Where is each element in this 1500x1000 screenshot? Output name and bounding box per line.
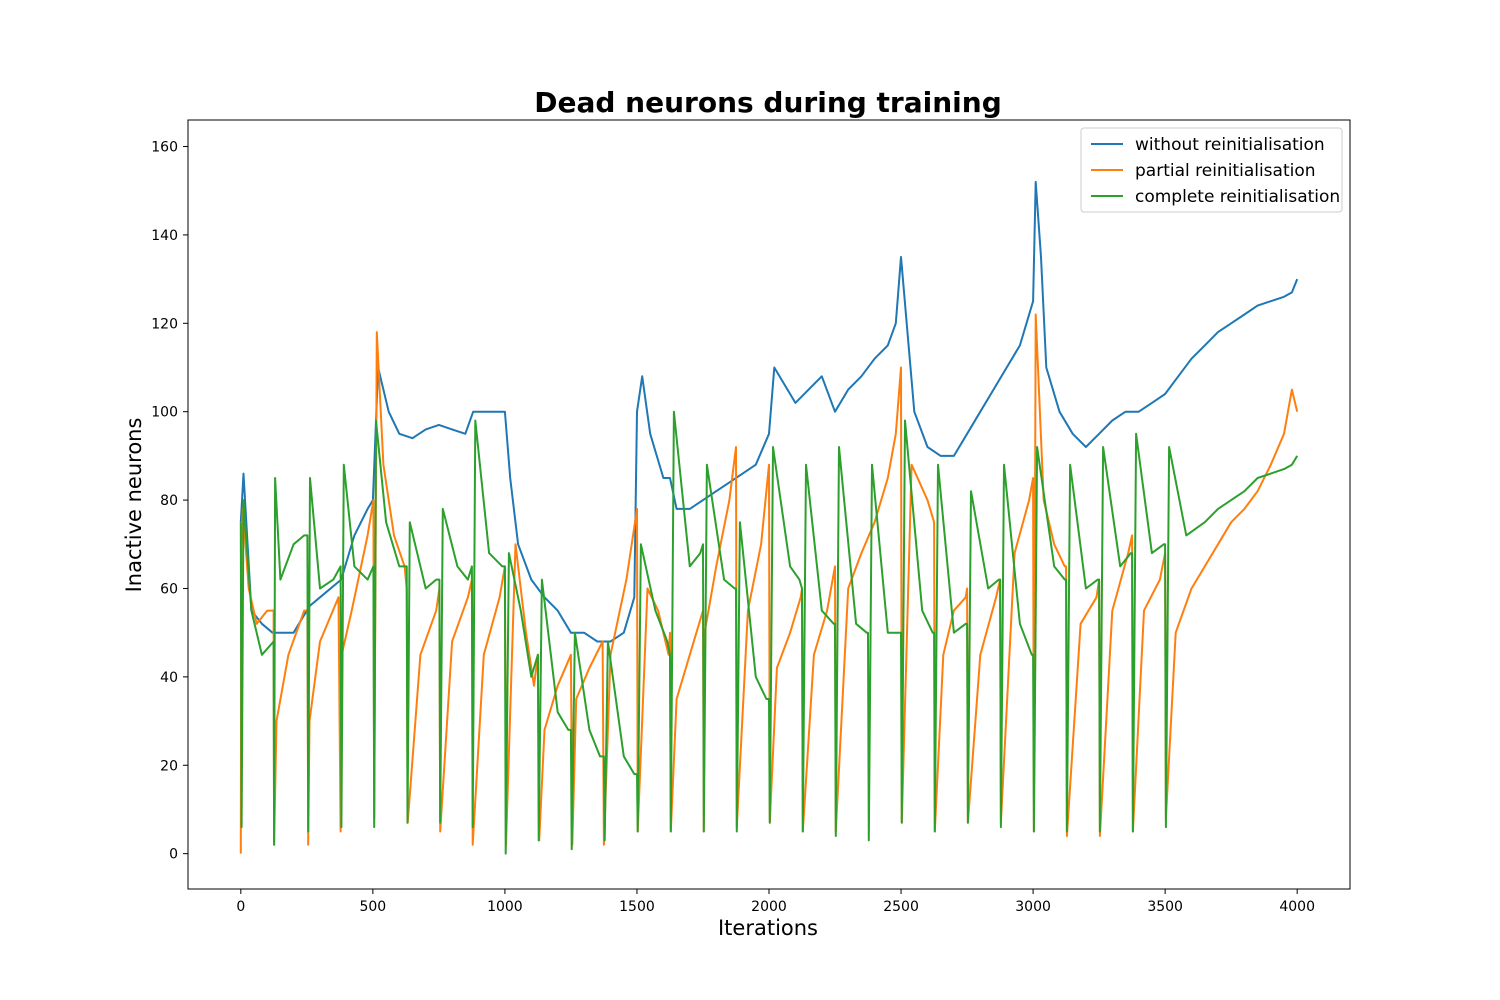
x-tick-label: 3000 (1015, 899, 1051, 915)
x-axis: 0 500 1000 1500 2000 2500 3000 3500 4000 (236, 889, 1315, 915)
y-axis-label: Inactive neurons (122, 418, 146, 593)
x-tick-label: 1500 (619, 899, 655, 915)
y-tick-label: 60 (160, 581, 178, 597)
x-axis-label: Iterations (718, 916, 818, 940)
series-line-1 (239, 313, 1299, 854)
x-tick-label: 1000 (487, 899, 523, 915)
y-tick-label: 80 (160, 493, 178, 509)
series-line-2 (239, 410, 1299, 855)
y-tick-label: 100 (151, 405, 178, 421)
y-tick-label: 40 (160, 670, 178, 686)
x-tick-label: 2000 (751, 899, 787, 915)
legend-box (1080, 127, 1343, 213)
chart-title: Dead neurons during training (534, 86, 1001, 119)
y-tick-label: 140 (151, 228, 178, 244)
legend-label: partial reinitialisation (1135, 161, 1316, 181)
x-tick-label: 3500 (1147, 899, 1183, 915)
legend-label: complete reinitialisation (1135, 187, 1340, 207)
y-tick-label: 0 (169, 847, 178, 863)
x-tick-label: 2500 (883, 899, 919, 915)
legend-label: without reinitialisation (1135, 135, 1325, 155)
plot-series (239, 180, 1299, 855)
x-tick-label: 500 (359, 899, 386, 915)
y-tick-label: 160 (151, 140, 178, 156)
legend: without reinitialisation partial reinitia… (1080, 127, 1343, 213)
y-tick-label: 120 (151, 316, 178, 332)
x-tick-label: 4000 (1279, 899, 1315, 915)
y-tick-label: 20 (160, 758, 178, 774)
x-tick-label: 0 (236, 899, 245, 915)
series-line-0 (239, 180, 1299, 643)
y-axis: 0 20 40 60 80 100 120 140 160 (151, 140, 188, 863)
